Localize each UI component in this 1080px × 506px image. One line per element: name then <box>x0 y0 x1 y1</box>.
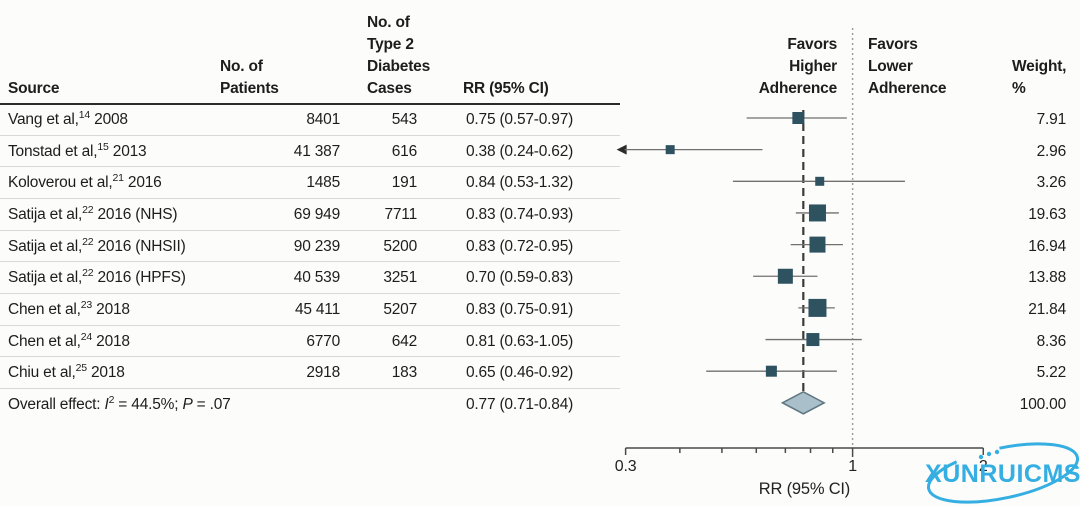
row-separator <box>0 387 620 389</box>
column-header-rr: RR (95% CI) <box>463 80 549 97</box>
table-row: Satija et al,22 2016 (NHS) 69 949 7711 0.83… <box>0 199 1080 231</box>
weight-value: 5.22 <box>1036 364 1067 382</box>
cases-value: 5207 <box>383 300 417 318</box>
p-value-symbol: P <box>182 395 193 413</box>
study-source: Satija et al,22 2016 (NHS) <box>8 203 178 223</box>
cases-value: 191 <box>391 174 417 192</box>
patients-value: 69 949 <box>293 205 340 223</box>
rr-ci-value: 0.83 (0.75-0.91) <box>466 300 574 318</box>
weight-value: 7.91 <box>1036 111 1067 128</box>
table-row: Vang et al,14 2008 8401 543 0.75 (0.57-0.97… <box>0 104 1080 136</box>
study-source: Tonstad et al,15 2013 <box>8 140 147 160</box>
patients-value: 41 387 <box>293 142 340 160</box>
header-rule <box>0 103 620 105</box>
rr-ci-value: 0.83 (0.72-0.95) <box>466 237 574 255</box>
watermark-text: XUNRUICMS <box>925 460 1080 488</box>
table-row: Koloverou et al,21 2016 1485 191 0.84 (0.53… <box>0 167 1080 199</box>
overall-weight-value: 100.00 <box>1019 395 1066 413</box>
watermark-swoosh <box>926 442 1080 504</box>
rr-ci-value: 0.70 (0.59-0.83) <box>466 269 574 287</box>
tick-label: 0.3 <box>615 458 637 475</box>
table-row: Satija et al,22 2016 (HPFS) 40 539 3251 0.7… <box>0 262 1080 294</box>
favors-lower-adherence-label: Favors Lower Adherence <box>868 36 947 97</box>
rr-ci-value: 0.84 (0.53-1.32) <box>466 174 574 192</box>
overall-effect-row: Overall effect: I2 = 44.5%; P = .07 0.77… <box>0 389 1080 421</box>
reference-superscript: 14 <box>78 109 91 121</box>
study-source: Chen et al,23 2018 <box>8 298 130 318</box>
cases-value: 642 <box>391 332 417 350</box>
watermark-logo: XUNRUICMS <box>925 442 1080 504</box>
tick-label: 2 <box>979 458 988 475</box>
study-source: Chiu et al,25 2018 <box>8 362 125 382</box>
overall-rr-ci-value: 0.77 (0.71-0.84) <box>466 395 574 413</box>
study-source: Vang et al,14 2008 <box>8 109 128 128</box>
patients-value: 2918 <box>306 364 340 382</box>
tick-label: 1 <box>848 458 857 475</box>
study-source: Satija et al,22 2016 (HPFS) <box>8 267 186 287</box>
reference-superscript: 22 <box>82 267 94 280</box>
patients-value: 6770 <box>306 332 340 350</box>
reference-superscript: 23 <box>80 298 93 311</box>
rr-ci-value: 0.83 (0.74-0.93) <box>466 205 574 223</box>
weight-value: 13.88 <box>1028 269 1066 287</box>
rr-ci-value: 0.38 (0.24-0.62) <box>466 142 574 160</box>
i-squared-symbol: I <box>104 395 109 413</box>
weight-value: 3.26 <box>1036 174 1067 192</box>
table-row: Satija et al,22 2016 (NHSII) 90 239 5200 0.… <box>0 231 1080 263</box>
row-separator <box>0 261 620 263</box>
cases-value: 5200 <box>383 237 417 255</box>
reference-superscript: 25 <box>75 362 87 375</box>
patients-value: 8401 <box>306 111 340 128</box>
study-source: Satija et al,22 2016 (NHSII) <box>8 235 186 255</box>
row-separator <box>0 292 620 294</box>
row-separator <box>0 324 620 326</box>
weight-value: 19.63 <box>1028 205 1066 223</box>
weight-value: 16.94 <box>1028 237 1066 255</box>
row-separator <box>0 356 620 358</box>
reference-superscript: 22 <box>82 203 94 216</box>
rr-ci-value: 0.81 (0.63-1.05) <box>466 332 574 350</box>
cases-value: 543 <box>391 111 417 128</box>
cases-value: 616 <box>391 142 417 160</box>
table-row: Chen et al,24 2018 6770 642 0.81 (0.63-1.05… <box>0 326 1080 358</box>
favors-higher-adherence-label: Favors Higher Adherence <box>758 36 838 97</box>
table-row: Chiu et al,25 2018 2918 183 0.65 (0.46-0.92… <box>0 357 1080 389</box>
watermark-dot <box>994 449 1000 455</box>
column-header-weight: Weight, % <box>1012 58 1067 97</box>
patients-value: 45 411 <box>294 300 340 318</box>
row-separator <box>0 229 620 231</box>
patients-value: 90 239 <box>293 237 340 255</box>
reference-superscript: 22 <box>82 235 94 248</box>
weight-value: 2.96 <box>1036 142 1067 160</box>
reference-superscript: 24 <box>80 330 93 343</box>
column-header-patients: No. of Patients <box>220 58 279 97</box>
cases-value: 3251 <box>383 269 417 287</box>
watermark-dot <box>978 454 984 460</box>
cases-value: 7711 <box>384 205 417 223</box>
column-header-cases: No. of Type 2 Diabetes Cases <box>367 14 431 97</box>
table-row: Tonstad et al,15 2013 41 387 616 0.38 (0.24… <box>0 136 1080 168</box>
patients-value: 40 539 <box>293 269 340 287</box>
weight-value: 21.84 <box>1028 300 1066 318</box>
table-row: Chen et al,23 2018 45 411 5207 0.83 (0.75-0… <box>0 294 1080 326</box>
reference-superscript: 21 <box>112 172 124 185</box>
row-separator <box>0 166 620 168</box>
overall-effect-label: Overall effect: I2 = 44.5%; P = .07 <box>8 393 231 413</box>
column-header-source: Source <box>8 80 60 97</box>
cases-value: 183 <box>391 364 417 382</box>
study-source: Chen et al,24 2018 <box>8 330 130 350</box>
row-separator <box>0 134 620 136</box>
rr-ci-value: 0.75 (0.57-0.97) <box>466 111 574 128</box>
row-separator <box>0 197 620 199</box>
x-axis-title: RR (95% CI) <box>759 480 850 498</box>
study-source: Koloverou et al,21 2016 <box>8 172 162 192</box>
patients-value: 1485 <box>306 174 340 192</box>
weight-value: 8.36 <box>1036 332 1067 350</box>
reference-superscript: 15 <box>97 140 109 153</box>
rr-ci-value: 0.65 (0.46-0.92) <box>466 364 574 382</box>
watermark-dot <box>986 451 992 457</box>
